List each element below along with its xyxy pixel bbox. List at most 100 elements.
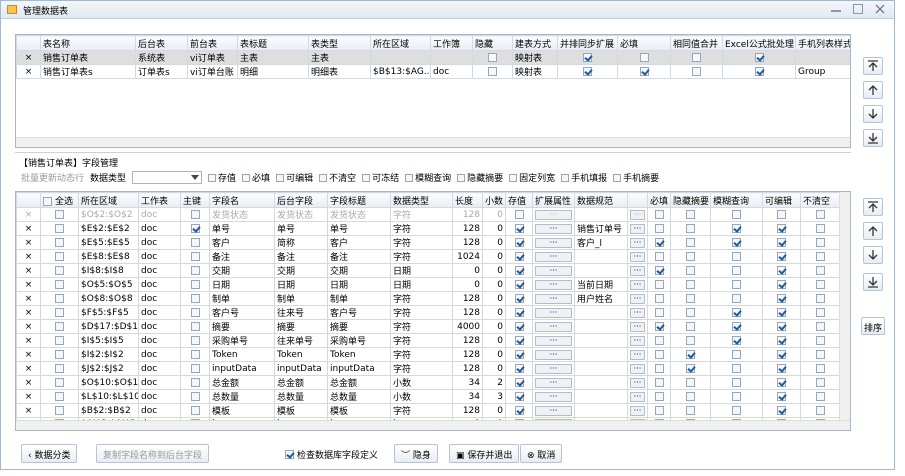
delete-cell[interactable]: ×: [16, 50, 41, 65]
checkbox[interactable]: [816, 391, 825, 401]
checkbox[interactable]: [514, 377, 524, 387]
checkbox[interactable]: [55, 251, 64, 261]
checkbox[interactable]: [777, 321, 786, 331]
checkbox[interactable]: [686, 349, 695, 359]
checkbox[interactable]: [583, 66, 592, 76]
ellipsis-button[interactable]: ···: [535, 321, 572, 332]
ellipsis-button[interactable]: ···: [630, 209, 645, 220]
checkbox[interactable]: [686, 377, 695, 387]
checkbox[interactable]: [816, 251, 825, 261]
checkbox[interactable]: [514, 237, 524, 247]
copy-button[interactable]: 复制字段名称到后台字段: [96, 444, 210, 463]
ellipsis-button[interactable]: ···: [535, 405, 572, 416]
checkbox[interactable]: [816, 265, 825, 275]
row[interactable]: × $O$2:$O$2 doc 发货状态 发货状态 发货状态 字符 128 0 ··· ···: [16, 207, 841, 222]
ellipsis-button[interactable]: ···: [535, 209, 572, 220]
delete-cell[interactable]: ×: [16, 221, 41, 236]
checkbox[interactable]: [777, 391, 786, 401]
checkbox[interactable]: [514, 251, 524, 261]
checkbox[interactable]: [190, 391, 200, 401]
ellipsis-button[interactable]: ···: [630, 251, 645, 262]
checkbox[interactable]: [816, 237, 825, 247]
checkbox[interactable]: [777, 279, 786, 289]
move-button[interactable]: [863, 198, 883, 216]
checkbox[interactable]: [777, 293, 786, 303]
ellipsis-button[interactable]: ···: [630, 377, 645, 388]
row[interactable]: × $O$5:$O$5 doc 日期 日期 日期 日期 0 0 ··· 当前日期 ···: [16, 277, 841, 292]
checkbox[interactable]: [686, 237, 695, 247]
row[interactable]: × $J$2:$J$2 doc inputData inputData inputData…: [16, 361, 841, 376]
ellipsis-button[interactable]: ···: [630, 307, 645, 318]
checkbox[interactable]: [686, 391, 695, 401]
hide-button[interactable]: ︶ 隐身: [394, 444, 438, 463]
option[interactable]: 必填: [242, 171, 270, 184]
delete-cell[interactable]: ×: [16, 64, 41, 79]
checkbox[interactable]: [686, 307, 695, 317]
checkbox[interactable]: [686, 265, 695, 275]
close[interactable]: [875, 4, 885, 14]
ellipsis-button[interactable]: ···: [535, 265, 572, 276]
checkbox[interactable]: [732, 363, 741, 373]
checkbox[interactable]: [190, 363, 200, 373]
checkbox[interactable]: [777, 265, 786, 275]
option[interactable]: 隐藏摘要: [457, 171, 503, 184]
checkbox[interactable]: [190, 405, 200, 415]
ellipsis-button[interactable]: ···: [630, 293, 645, 304]
cancel-button[interactable]: ⊗ 取消: [520, 444, 563, 463]
checkbox[interactable]: [732, 279, 741, 289]
checkbox[interactable]: [732, 251, 741, 261]
ellipsis-button[interactable]: ···: [630, 349, 645, 360]
sort-button[interactable]: 排序: [861, 317, 885, 335]
checkbox[interactable]: [777, 349, 786, 359]
checkbox[interactable]: [654, 293, 664, 303]
checkbox[interactable]: [55, 363, 64, 373]
row[interactable]: × 销售订单表s 订单表s vi订单台账 明细 明细表 $B$13:$AG... doc 映射表…: [16, 64, 850, 79]
checkbox[interactable]: [816, 293, 825, 303]
row[interactable]: × $E$2:$E$2 doc 单号 单号 单号 字符 128 0 ··· 销售订单号 ···: [16, 221, 841, 236]
checkbox[interactable]: [816, 321, 825, 331]
move-button[interactable]: [863, 129, 883, 147]
checkbox[interactable]: [654, 377, 664, 387]
checkbox[interactable]: [514, 279, 524, 289]
delete-cell[interactable]: ×: [16, 235, 41, 250]
option[interactable]: 存值: [208, 171, 236, 184]
option[interactable]: 可编辑: [276, 171, 313, 184]
ellipsis-button[interactable]: ···: [630, 335, 645, 346]
checkbox[interactable]: [55, 391, 64, 401]
move-button[interactable]: [863, 246, 883, 264]
checkbox[interactable]: [55, 377, 64, 387]
move-button[interactable]: [863, 222, 883, 240]
delete-cell[interactable]: ×: [16, 263, 41, 278]
delete-cell[interactable]: ×: [16, 249, 41, 264]
delete-cell[interactable]: ×: [16, 375, 41, 390]
row[interactable]: × $B$2:$B$2 doc 模板 模板 模板 字符 128 0 ··· ···: [16, 403, 841, 418]
checkbox[interactable]: [686, 251, 695, 261]
checkbox[interactable]: [777, 237, 786, 247]
checkbox[interactable]: [488, 52, 497, 62]
batch-update[interactable]: 批量更新动态行: [21, 174, 85, 184]
checkbox[interactable]: [816, 307, 825, 317]
checkbox[interactable]: [816, 377, 825, 387]
checkbox[interactable]: [732, 377, 741, 387]
checkbox[interactable]: [55, 349, 64, 359]
checkbox[interactable]: [654, 251, 664, 261]
move-button[interactable]: [863, 273, 883, 291]
checkbox[interactable]: [732, 209, 741, 219]
checkbox[interactable]: [55, 209, 64, 219]
check-db[interactable]: 检查数据库字段定义: [285, 448, 378, 461]
checkbox[interactable]: [654, 265, 664, 275]
row[interactable]: × $I$8:$I$8 doc 交期 交期 交期 日期 0 0 ··· ···: [16, 263, 841, 278]
checkbox[interactable]: [654, 391, 664, 401]
row[interactable]: × $I$5:$I$5 doc 采购单号 往来单号 采购单号 字符 128 0 ··· ···: [16, 333, 841, 348]
checkbox[interactable]: [686, 223, 695, 233]
classify-button[interactable]: ‹ 数据分类: [21, 444, 78, 463]
ellipsis-button[interactable]: ···: [535, 223, 572, 234]
ellipsis-button[interactable]: ···: [630, 391, 645, 402]
ellipsis-button[interactable]: ···: [535, 335, 572, 346]
delete-cell[interactable]: ×: [16, 403, 41, 418]
option[interactable]: 固定列宽: [509, 171, 555, 184]
checkbox[interactable]: [654, 321, 664, 331]
delete-cell[interactable]: ×: [16, 277, 41, 292]
ellipsis-button[interactable]: ···: [535, 293, 572, 304]
checkbox[interactable]: [514, 349, 524, 359]
